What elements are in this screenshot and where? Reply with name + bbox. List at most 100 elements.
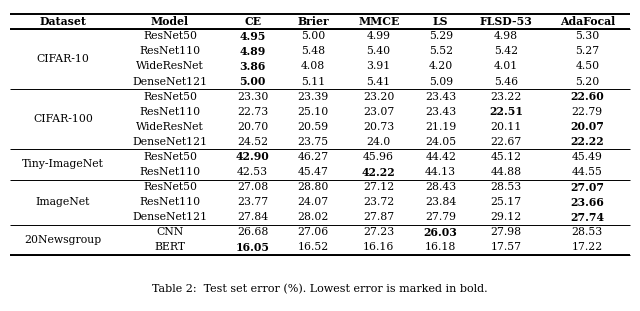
Text: 26.03: 26.03: [424, 227, 458, 238]
Text: 4.01: 4.01: [494, 61, 518, 72]
Text: 24.52: 24.52: [237, 137, 268, 147]
Text: CIFAR-100: CIFAR-100: [33, 114, 93, 124]
Text: 27.06: 27.06: [298, 227, 329, 237]
Text: 4.99: 4.99: [367, 31, 390, 41]
Text: 17.57: 17.57: [491, 243, 522, 253]
Text: ResNet110: ResNet110: [140, 107, 200, 117]
Text: ResNet50: ResNet50: [143, 182, 197, 192]
Text: 5.29: 5.29: [429, 31, 452, 41]
Text: 23.84: 23.84: [425, 197, 456, 207]
Text: 23.20: 23.20: [363, 92, 394, 102]
Text: 5.27: 5.27: [575, 46, 599, 56]
Text: 23.75: 23.75: [298, 137, 329, 147]
Text: 45.49: 45.49: [572, 152, 603, 162]
Text: 5.30: 5.30: [575, 31, 600, 41]
Text: 16.05: 16.05: [236, 242, 269, 253]
Text: 27.74: 27.74: [570, 212, 604, 223]
Text: 20.07: 20.07: [570, 121, 604, 132]
Text: 42.90: 42.90: [236, 151, 269, 162]
Text: 23.77: 23.77: [237, 197, 268, 207]
Text: 42.53: 42.53: [237, 167, 268, 177]
Text: 16.18: 16.18: [425, 243, 456, 253]
Text: ImageNet: ImageNet: [36, 197, 90, 207]
Text: 5.46: 5.46: [494, 77, 518, 86]
Text: 28.53: 28.53: [572, 227, 603, 237]
Text: 21.19: 21.19: [425, 122, 456, 132]
Text: 44.13: 44.13: [425, 167, 456, 177]
Text: 26.68: 26.68: [237, 227, 268, 237]
Text: 16.52: 16.52: [298, 243, 329, 253]
Text: 23.30: 23.30: [237, 92, 268, 102]
Text: 42.22: 42.22: [362, 166, 396, 178]
Text: ResNet50: ResNet50: [143, 92, 197, 102]
Text: 27.84: 27.84: [237, 212, 268, 222]
Text: 22.22: 22.22: [570, 136, 604, 147]
Text: ResNet110: ResNet110: [140, 167, 200, 177]
Text: CNN: CNN: [156, 227, 184, 237]
Text: DenseNet121: DenseNet121: [132, 77, 207, 86]
Text: Tiny-ImageNet: Tiny-ImageNet: [22, 160, 104, 169]
Text: 5.42: 5.42: [494, 46, 518, 56]
Text: 23.39: 23.39: [298, 92, 329, 102]
Text: 20.70: 20.70: [237, 122, 268, 132]
Text: WideResNet: WideResNet: [136, 61, 204, 72]
Text: 22.67: 22.67: [491, 137, 522, 147]
Text: 5.52: 5.52: [429, 46, 452, 56]
Text: CE: CE: [244, 16, 261, 27]
Text: 23.43: 23.43: [425, 107, 456, 117]
Text: 4.95: 4.95: [239, 31, 266, 42]
Text: WideResNet: WideResNet: [136, 122, 204, 132]
Text: 4.98: 4.98: [494, 31, 518, 41]
Text: 27.08: 27.08: [237, 182, 268, 192]
Text: AdaFocal: AdaFocal: [559, 16, 615, 27]
Text: 27.23: 27.23: [363, 227, 394, 237]
Text: LS: LS: [433, 16, 449, 27]
Text: Dataset: Dataset: [40, 16, 86, 27]
Text: 5.00: 5.00: [239, 76, 266, 87]
Text: CIFAR-10: CIFAR-10: [36, 54, 90, 64]
Text: MMCE: MMCE: [358, 16, 399, 27]
Text: 23.07: 23.07: [363, 107, 394, 117]
Text: 5.40: 5.40: [367, 46, 390, 56]
Text: 25.10: 25.10: [298, 107, 329, 117]
Text: 25.17: 25.17: [491, 197, 522, 207]
Text: 22.73: 22.73: [237, 107, 268, 117]
Text: 4.20: 4.20: [429, 61, 453, 72]
Text: 22.51: 22.51: [489, 106, 524, 117]
Text: 4.89: 4.89: [239, 46, 266, 57]
Text: 27.79: 27.79: [425, 212, 456, 222]
Text: Model: Model: [151, 16, 189, 27]
Text: FLSD-53: FLSD-53: [480, 16, 532, 27]
Text: 44.42: 44.42: [425, 152, 456, 162]
Text: 4.50: 4.50: [575, 61, 599, 72]
Text: 46.27: 46.27: [298, 152, 329, 162]
Text: 5.20: 5.20: [575, 77, 600, 86]
Text: 20Newsgroup: 20Newsgroup: [24, 235, 102, 245]
Text: 23.72: 23.72: [363, 197, 394, 207]
Text: 24.07: 24.07: [298, 197, 329, 207]
Text: 16.16: 16.16: [363, 243, 394, 253]
Text: 28.53: 28.53: [491, 182, 522, 192]
Text: ResNet110: ResNet110: [140, 197, 200, 207]
Text: 23.22: 23.22: [490, 92, 522, 102]
Text: 29.12: 29.12: [491, 212, 522, 222]
Text: Table 2:  Test set error (%). Lowest error is marked in bold.: Table 2: Test set error (%). Lowest erro…: [152, 284, 488, 295]
Text: 27.12: 27.12: [363, 182, 394, 192]
Text: DenseNet121: DenseNet121: [132, 137, 207, 147]
Text: 45.12: 45.12: [491, 152, 522, 162]
Text: 24.05: 24.05: [425, 137, 456, 147]
Text: 20.59: 20.59: [298, 122, 329, 132]
Text: 24.0: 24.0: [367, 137, 391, 147]
Text: 28.02: 28.02: [298, 212, 329, 222]
Text: 44.88: 44.88: [491, 167, 522, 177]
Text: 20.73: 20.73: [363, 122, 394, 132]
Text: 23.66: 23.66: [570, 197, 604, 208]
Text: Brier: Brier: [297, 16, 329, 27]
Text: 5.48: 5.48: [301, 46, 325, 56]
Text: 17.22: 17.22: [572, 243, 603, 253]
Text: 3.86: 3.86: [239, 61, 266, 72]
Text: 22.79: 22.79: [572, 107, 603, 117]
Text: 20.11: 20.11: [490, 122, 522, 132]
Text: ResNet110: ResNet110: [140, 46, 200, 56]
Text: 5.41: 5.41: [367, 77, 390, 86]
